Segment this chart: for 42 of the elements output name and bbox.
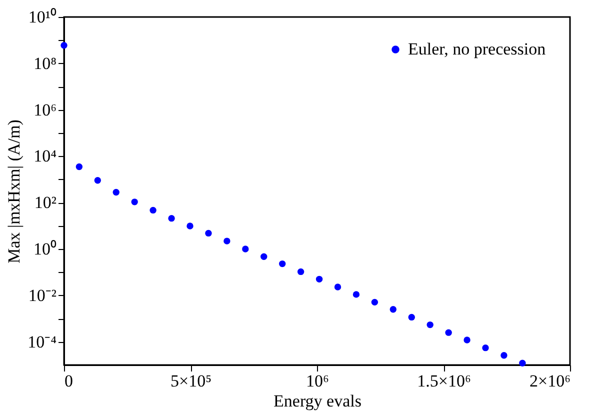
y-tick-label: 10⁴ [34, 146, 57, 166]
legend-label: Euler, no precession [408, 40, 546, 58]
x-tick-label: 2×10⁶ [529, 372, 571, 390]
x-tick-label: 5×10⁵ [170, 372, 212, 390]
point [260, 253, 268, 260]
point [150, 206, 156, 214]
point [445, 329, 452, 336]
point [224, 238, 230, 244]
point [482, 344, 489, 352]
point [131, 198, 138, 206]
point [112, 188, 120, 196]
x-tick-label: 1.5×10⁶ [417, 372, 471, 390]
point [500, 352, 508, 359]
y-tick-label: 10⁰ [34, 240, 56, 258]
y-tick-label: 10⁶ [34, 100, 57, 120]
point [94, 177, 102, 184]
point [186, 222, 194, 230]
point [278, 260, 286, 268]
y-axis-title: Max |mxHxm| (A/m) [4, 120, 24, 264]
point [76, 163, 83, 170]
point [205, 230, 212, 237]
point [297, 268, 304, 276]
point [390, 306, 397, 313]
y-tick-label: 10² [34, 193, 56, 212]
point [316, 276, 323, 283]
x-tick-label: 10⁶ [306, 372, 330, 390]
point [371, 298, 378, 306]
point [426, 321, 434, 328]
y-tick-label: 10⁻⁴ [28, 332, 57, 352]
point [168, 214, 175, 222]
point [408, 314, 415, 321]
x-axis-title: Energy evals [274, 392, 362, 410]
point [242, 246, 249, 252]
point [519, 360, 526, 367]
y-tick-label: 10⁻² [28, 286, 56, 305]
x-tick-label: 0 [64, 372, 73, 390]
point [60, 42, 68, 49]
point [352, 291, 360, 298]
point [334, 284, 342, 290]
y-tick-label: 10⁸ [34, 54, 57, 73]
point [464, 336, 470, 344]
y-tick-label: 10¹⁰ [28, 8, 56, 26]
